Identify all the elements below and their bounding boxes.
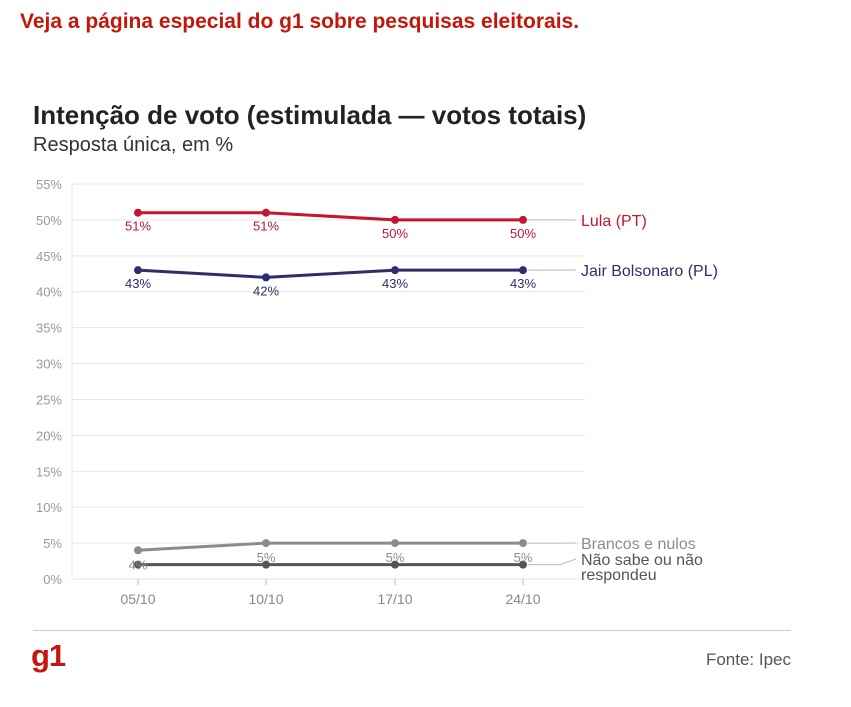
series-name-label: Brancos e nulos: [581, 536, 696, 553]
y-tick-label: 15%: [36, 464, 62, 479]
y-tick-label: 50%: [36, 213, 62, 228]
data-label: 5%: [386, 550, 405, 565]
data-point: [391, 539, 399, 548]
data-point: [391, 215, 399, 224]
data-point: [134, 560, 142, 569]
data-label: 43%: [510, 276, 536, 291]
grid: 0% 5% 10% 15% 20% 25% 30% 35% 40% 45% 50% 55%: [36, 177, 585, 587]
series-name-label: respondeu: [581, 567, 657, 584]
footer-divider: [33, 630, 791, 631]
series-line: [137, 268, 523, 279]
x-tick-label: 10/10: [248, 591, 283, 607]
data-point: [519, 266, 527, 275]
data-point: [134, 208, 142, 217]
y-tick-label: 20%: [36, 428, 62, 443]
data-label: 42%: [253, 283, 279, 298]
series-line: [137, 541, 523, 552]
data-label: 5%: [257, 550, 276, 565]
data-point: [262, 208, 270, 217]
y-tick-label: 0%: [43, 572, 62, 587]
data-point: [391, 266, 399, 275]
data-point: [262, 539, 270, 548]
y-tick-label: 5%: [43, 536, 62, 551]
special-page-link[interactable]: Veja a página especial do g1 sobre pesqu…: [20, 10, 580, 33]
y-tick-label: 35%: [36, 321, 62, 336]
series-lines: [134, 208, 527, 569]
data-label: 43%: [382, 276, 408, 291]
series-name-label: Jair Bolsonaro (PL): [581, 263, 718, 280]
data-point: [519, 560, 527, 569]
data-label: 43%: [125, 276, 151, 291]
data-label: 50%: [382, 226, 408, 241]
g1-logo: g1: [31, 638, 66, 673]
y-tick-label: 40%: [36, 285, 62, 300]
data-label: 50%: [510, 226, 536, 241]
data-label: 51%: [125, 219, 151, 234]
y-tick-label: 55%: [36, 177, 62, 192]
chart-title: Intenção de voto (estimulada — votos tot…: [33, 100, 587, 130]
data-point: [262, 273, 270, 282]
series-line: [138, 211, 523, 222]
data-point: [519, 215, 527, 224]
x-tick-label: 05/10: [120, 591, 155, 607]
series-name-label: Não sabe ou não: [581, 552, 703, 569]
data-point: [134, 266, 142, 275]
x-tick-label: 24/10: [505, 591, 540, 607]
y-tick-label: 45%: [36, 249, 62, 264]
data-point: [262, 560, 270, 569]
data-point: [391, 560, 399, 569]
y-tick-label: 10%: [36, 500, 62, 515]
x-axis: 05/10 10/10 17/10 24/10: [120, 579, 541, 607]
data-label: 4%: [129, 557, 148, 572]
data-point: [519, 539, 527, 548]
chart-subtitle: Resposta única, em %: [33, 134, 234, 156]
series-labels: 51% 51% 50% 50% Lula (PT) 43% 42% 43% 43% Jair Bo…: [125, 213, 718, 584]
y-tick-label: 30%: [36, 357, 62, 372]
data-label: 5%: [514, 550, 533, 565]
series-name-label: Lula (PT): [581, 213, 647, 230]
data-point: [134, 546, 142, 555]
data-label: 51%: [253, 219, 279, 234]
y-tick-label: 25%: [36, 392, 62, 407]
x-tick-label: 17/10: [377, 591, 412, 607]
source-note: Fonte: Ipec: [705, 650, 791, 669]
legend-connector: [528, 558, 577, 566]
